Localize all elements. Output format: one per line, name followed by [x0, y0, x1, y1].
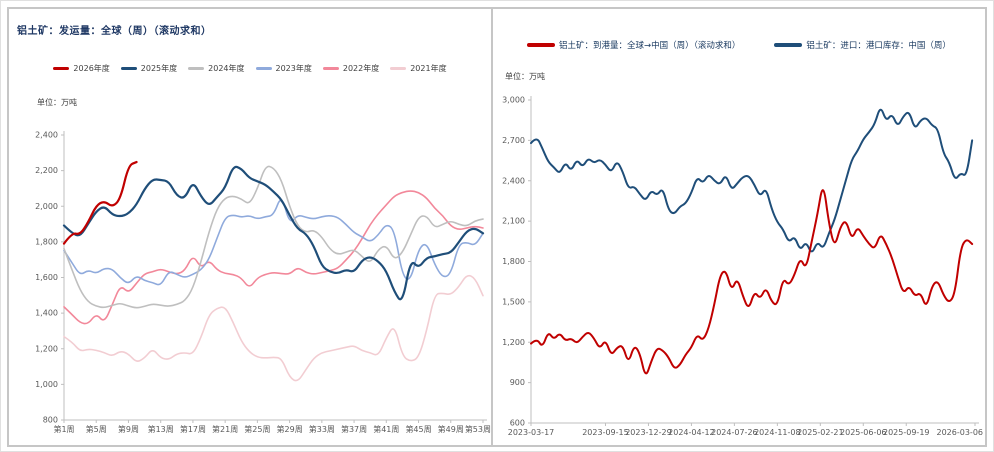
legend-item: 铝土矿：到港量：全球→中国（周）（滚动求和）: [527, 39, 740, 51]
x-tick-label: 2023-09-15: [582, 428, 629, 437]
series-line-2024年度: [63, 165, 484, 309]
left-chart-legend: 2026年度 2025年度 2024年度 2023年度 2022年度 2021年度: [9, 63, 491, 74]
x-tick-label: 2025-06-06: [840, 428, 887, 437]
y-tick-label: 2,000: [35, 202, 58, 211]
y-tick-label: 900: [510, 378, 525, 387]
legend-swatch: [255, 67, 272, 70]
x-tick-label: 第25周: [244, 424, 270, 434]
y-tick-label: 2,700: [502, 136, 525, 145]
legend-swatch: [390, 67, 407, 70]
x-tick-label: 2024-11-08: [754, 428, 801, 437]
legend-item: 2024年度: [188, 63, 245, 74]
legend-label: 2022年度: [342, 64, 380, 73]
legend-label: 2023年度: [275, 64, 312, 73]
left-chart-panel: 铝土矿：发运量：全球（周）（滚动求和） 2026年度 2025年度 2024年度 20…: [7, 7, 493, 447]
x-tick-label: 2025-09-19: [883, 428, 930, 437]
y-tick-label: 1,400: [35, 309, 58, 318]
legend-label: 2025年度: [140, 64, 178, 73]
x-tick-label: 第1周: [53, 424, 74, 434]
x-tick-label: 第5周: [86, 424, 107, 434]
y-tick-label: 1,600: [35, 273, 58, 282]
x-tick-label: 2024-04-12: [668, 428, 715, 437]
legend-item: 2025年度: [120, 63, 178, 74]
series-line-2026年度: [62, 160, 138, 245]
legend-swatch: [527, 43, 556, 47]
x-tick-label: 第21周: [212, 424, 238, 434]
left-unit-label: 单位：万吨: [37, 98, 77, 107]
x-tick-label: 第41周: [373, 424, 399, 434]
y-tick-label: 1,200: [502, 338, 525, 347]
y-tick-label: 1,000: [35, 380, 58, 389]
y-tick-label: 1,500: [502, 297, 525, 306]
x-tick-label: 2024-07-26: [711, 428, 758, 437]
legend-label: 2024年度: [208, 64, 245, 73]
x-tick-label: 2026-03-06: [937, 428, 984, 437]
legend-item: 2022年度: [322, 63, 380, 74]
series-line-铝土矿：进口：港口库存：中国（周）: [530, 108, 974, 253]
legend-label: 2021年度: [410, 64, 447, 73]
legend-label: 2026年度: [73, 64, 110, 73]
legend-label: 铝土矿：到港量：全球→中国（周）（滚动求和）: [559, 41, 741, 51]
y-tick-label: 2,400: [35, 131, 58, 140]
x-tick-label: 2025-02-21: [797, 428, 844, 437]
y-tick-label: 2,100: [502, 217, 525, 226]
series-line-2021年度: [63, 274, 484, 382]
legend-item: 2021年度: [390, 63, 447, 74]
x-tick-label: 第37周: [341, 424, 367, 434]
x-tick-label: 第53周: [465, 424, 491, 434]
y-tick-label: 3,000: [502, 96, 525, 105]
x-tick-label: 第45周: [405, 424, 431, 434]
x-tick-label: 第9周: [118, 424, 139, 434]
series-line-2025年度: [62, 165, 485, 301]
y-tick-label: 1,800: [502, 257, 525, 266]
legend-swatch: [774, 43, 803, 47]
series-line-2023年度: [63, 199, 484, 286]
y-tick-label: 600: [510, 419, 525, 428]
legend-swatch: [53, 67, 70, 70]
y-tick-label: 1,200: [35, 344, 58, 353]
right-unit-label: 单位：万吨: [505, 72, 545, 81]
left-chart-title: 铝土矿：发运量：全球（周）（滚动求和）: [17, 26, 212, 37]
y-tick-label: 1,800: [35, 237, 58, 246]
y-tick-label: 800: [43, 416, 58, 425]
legend-swatch: [188, 67, 205, 70]
legend-item: 2023年度: [255, 63, 312, 74]
x-tick-label: 2023-03-17: [508, 428, 555, 437]
left-chart-svg: 800 1,000 1,200 1,400 1,600 1,800 2,000 2,200 2,…: [35, 131, 491, 435]
right-chart-panel: 铝土矿：到港量：全球→中国（周）（滚动求和） 铝土矿：进口：港口库存：中国（周） …: [491, 7, 987, 447]
legend-swatch: [120, 67, 137, 70]
right-chart-svg: 600 900 1,200 1,500 1,800 2,100 2,400 2,700 3,00…: [502, 96, 984, 438]
y-tick-label: 2,200: [35, 166, 58, 175]
series-line-2022年度: [63, 190, 484, 325]
series-line-铝土矿：到港量：全球→中国（周）（滚动求和）: [530, 189, 974, 375]
x-tick-label: 第13周: [148, 424, 174, 434]
legend-item: 铝土矿：进口：港口库存：中国（周）: [774, 39, 951, 51]
x-tick-label: 第33周: [309, 424, 335, 434]
legend-item: 2026年度: [53, 63, 110, 74]
x-tick-label: 2023-12-29: [625, 428, 672, 437]
y-tick-label: 2,400: [502, 176, 525, 185]
x-tick-label: 第17周: [180, 424, 206, 434]
right-chart-legend: 铝土矿：到港量：全球→中国（周）（滚动求和） 铝土矿：进口：港口库存：中国（周）: [493, 39, 985, 51]
legend-label: 铝土矿：进口：港口库存：中国（周）: [806, 41, 951, 51]
legend-swatch: [322, 67, 339, 70]
x-tick-label: 第29周: [277, 424, 303, 434]
x-tick-label: 第49周: [438, 424, 464, 434]
